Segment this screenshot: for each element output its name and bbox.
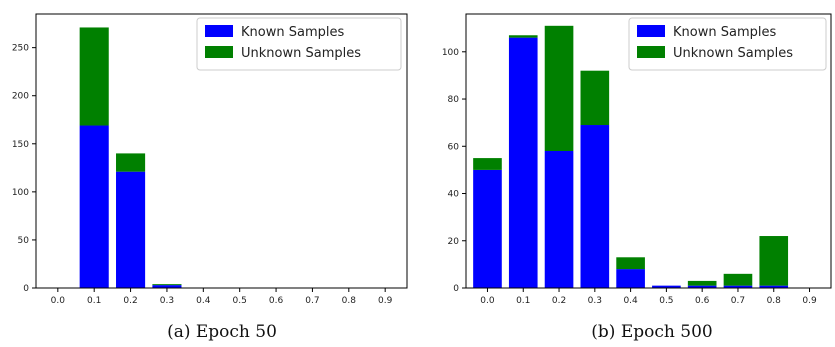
bar-unknown-0.0 — [473, 158, 502, 170]
legend-swatch-unknown — [637, 46, 665, 58]
legend-swatch-known — [637, 25, 665, 37]
x-tick-label: 0.4 — [196, 296, 211, 306]
x-tick-label: 0.5 — [233, 296, 247, 306]
bar-known-0.0 — [473, 169, 502, 288]
legend — [196, 17, 402, 71]
x-tick-label: 0.3 — [588, 296, 602, 306]
x-tick-label: 0.5 — [659, 296, 673, 306]
y-tick-label: 60 — [448, 142, 460, 152]
y-tick-label: 200 — [12, 92, 29, 102]
bar-unknown-0.2 — [544, 25, 574, 152]
y-tick-label: 40 — [448, 190, 460, 200]
bar-known-0.4 — [616, 269, 645, 288]
legend-label-unknown: Unknown Samples — [241, 46, 361, 61]
x-tick-label: 0.6 — [695, 296, 710, 306]
y-tick-label: 150 — [12, 140, 29, 150]
x-tick-label: 0.6 — [269, 296, 284, 306]
bar-unknown-0.7 — [723, 273, 753, 286]
plot-frame — [465, 13, 832, 289]
chart-epoch-50: 0.0 0.1 0.2 0.3 0.4 0.5 0.6 0.7 0.8 0.9 0 50 100 150 2… — [12, 13, 408, 342]
y-tick-label: 20 — [448, 237, 460, 247]
y-tick-label: 250 — [12, 44, 29, 54]
y-tick-label: 100 — [12, 188, 29, 198]
bar-unknown-0.8 — [759, 236, 789, 286]
bar-unknown-0.2 — [116, 153, 146, 172]
bar-known-0.1 — [79, 125, 109, 289]
legend-label-unknown: Unknown Samples — [673, 46, 793, 61]
bar-unknown-0.6 — [687, 280, 717, 286]
y-tick-label: 80 — [448, 95, 460, 105]
figure-caption: (b) Epoch 500 — [591, 322, 712, 342]
x-tick-label: 0.0 — [51, 296, 66, 306]
bar-unknown-0.3 — [580, 70, 610, 126]
bar-known-0.3 — [152, 285, 182, 288]
x-tick-label: 0.9 — [378, 296, 393, 306]
legend-swatch-unknown — [205, 46, 233, 58]
legend — [628, 17, 827, 71]
y-tick-label: 100 — [442, 48, 459, 58]
x-tick-label: 0.0 — [480, 296, 495, 306]
legend-label-known: Known Samples — [673, 25, 776, 40]
bar-unknown-0.1 — [508, 35, 538, 38]
y-tick-label: 50 — [18, 236, 30, 246]
plot-frame — [35, 13, 408, 289]
bar-known-0.8 — [759, 285, 789, 288]
bar-unknown-0.3 — [152, 284, 182, 286]
y-tick-label: 0 — [453, 284, 459, 294]
x-tick-label: 0.2 — [123, 296, 137, 306]
bar-known-0.5 — [652, 285, 681, 288]
y-tick-label: 0 — [23, 284, 29, 294]
x-tick-label: 0.1 — [516, 296, 530, 306]
bar-unknown-0.1 — [79, 27, 109, 126]
x-tick-label: 0.4 — [623, 296, 638, 306]
x-tick-label: 0.1 — [87, 296, 101, 306]
bar-known-0.6 — [687, 285, 717, 288]
legend-swatch-known — [205, 25, 233, 37]
x-tick-label: 0.8 — [767, 296, 782, 306]
bar-known-0.1 — [508, 37, 538, 289]
bar-known-0.2 — [544, 151, 574, 288]
bar-unknown-0.4 — [616, 257, 645, 270]
x-tick-label: 0.7 — [731, 296, 745, 306]
chart-epoch-500: 0.0 0.1 0.2 0.3 0.4 0.5 0.6 0.7 0.8 0.9 0 20 40 60 80 1… — [442, 13, 832, 342]
x-tick-label: 0.8 — [342, 296, 357, 306]
bar-known-0.2 — [116, 171, 146, 288]
x-tick-label: 0.3 — [160, 296, 174, 306]
x-tick-label: 0.9 — [802, 296, 817, 306]
x-tick-label: 0.2 — [552, 296, 566, 306]
x-tick-label: 0.7 — [305, 296, 319, 306]
legend-label-known: Known Samples — [241, 25, 344, 40]
figure-caption: (a) Epoch 50 — [167, 322, 277, 342]
bar-known-0.7 — [723, 285, 753, 288]
bar-known-0.3 — [580, 125, 610, 289]
